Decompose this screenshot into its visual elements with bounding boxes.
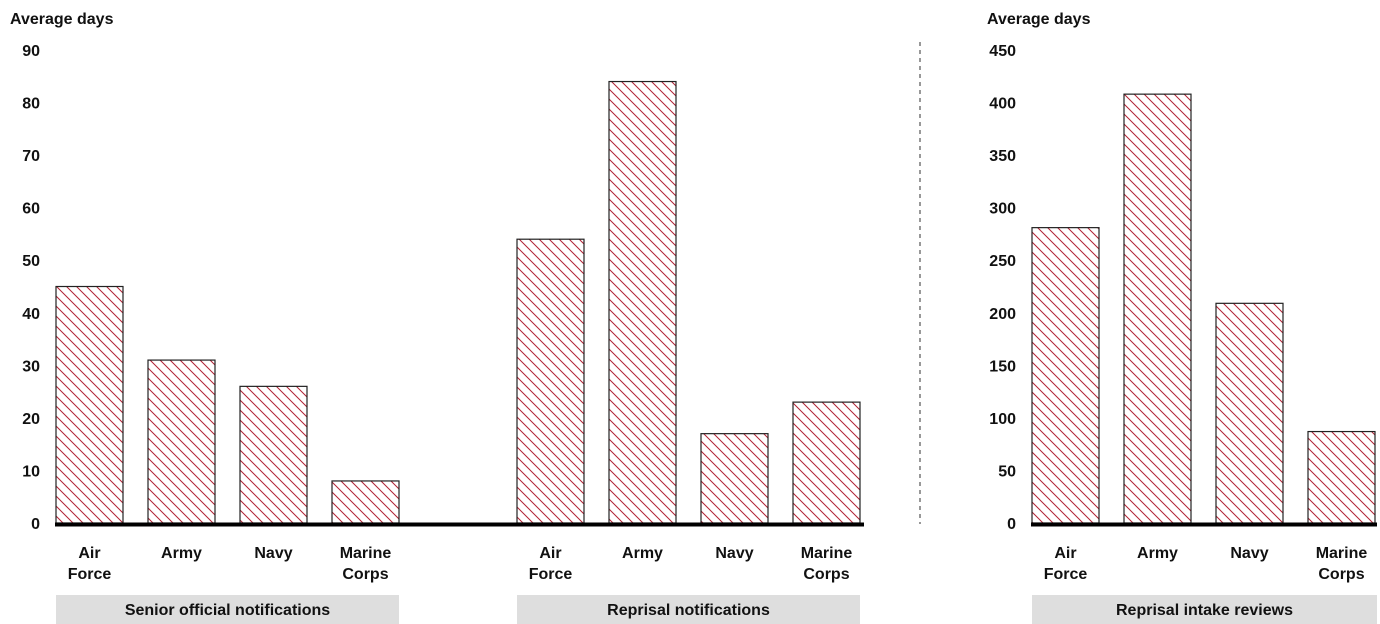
bar	[1307, 430, 1376, 524]
y-tick-label: 30	[22, 358, 40, 375]
bar	[608, 80, 677, 524]
category-label: Navy	[254, 545, 292, 562]
bar	[1031, 227, 1100, 524]
left-y-tick-labels: 0 10 20 30 40 50 60 70 80 90	[22, 43, 40, 533]
y-tick-label: 90	[22, 43, 40, 60]
category-label: Marine	[1316, 545, 1368, 562]
y-tick-label: 50	[998, 463, 1016, 480]
bar	[1123, 93, 1192, 524]
right-bars	[1031, 93, 1376, 524]
category-label: Marine	[801, 545, 853, 562]
right-chart-panel: Average days 0 50 100 150 200 250 300 350 400 450…	[987, 11, 1377, 624]
bar	[700, 433, 769, 524]
category-label: Corps	[1318, 566, 1364, 583]
category-label: Force	[1044, 566, 1088, 583]
right-group-labels: Reprisal intake reviews	[1032, 595, 1377, 624]
y-tick-label: 200	[989, 306, 1016, 323]
y-tick-label: 10	[22, 463, 40, 480]
y-tick-label: 40	[22, 306, 40, 323]
bar	[55, 285, 124, 524]
category-label: Force	[529, 566, 573, 583]
y-tick-label: 400	[989, 96, 1016, 113]
y-tick-label: 60	[22, 201, 40, 218]
group-label: Reprisal notifications	[607, 602, 770, 619]
category-label: Army	[1137, 545, 1178, 562]
y-tick-label: 300	[989, 201, 1016, 218]
group-label: Reprisal intake reviews	[1116, 602, 1293, 619]
left-bars	[55, 80, 861, 524]
category-label: Force	[68, 566, 112, 583]
y-tick-label: 0	[31, 516, 40, 533]
group-label: Senior official notifications	[125, 602, 330, 619]
y-tick-label: 100	[989, 411, 1016, 428]
y-tick-label: 450	[989, 43, 1016, 60]
left-y-axis-label: Average days	[10, 11, 114, 28]
category-label: Marine	[340, 545, 392, 562]
y-tick-label: 20	[22, 411, 40, 428]
bar	[1215, 302, 1284, 524]
right-y-tick-labels: 0 50 100 150 200 250 300 350 400 450	[989, 43, 1016, 533]
category-label: Air	[78, 545, 100, 562]
y-tick-label: 350	[989, 148, 1016, 165]
right-y-axis-label: Average days	[987, 11, 1091, 28]
category-label: Navy	[1230, 545, 1268, 562]
right-category-labels: Air Force Army Navy Marine Corps	[1044, 545, 1368, 583]
bar	[792, 401, 861, 524]
y-tick-label: 70	[22, 148, 40, 165]
category-label: Air	[539, 545, 561, 562]
category-label: Corps	[803, 566, 849, 583]
y-tick-label: 250	[989, 253, 1016, 270]
y-tick-label: 0	[1007, 516, 1016, 533]
bar	[331, 480, 400, 524]
bar	[516, 238, 585, 524]
left-chart-panel: Average days 0 10 20 30 40 50 60 70 80 90 Air Forc…	[10, 11, 864, 624]
group-label-band	[517, 595, 860, 624]
y-tick-label: 80	[22, 96, 40, 113]
y-tick-label: 150	[989, 358, 1016, 375]
category-label: Air	[1054, 545, 1076, 562]
category-label: Army	[622, 545, 663, 562]
category-label: Corps	[342, 566, 388, 583]
category-label: Navy	[715, 545, 753, 562]
y-tick-label: 50	[22, 253, 40, 270]
category-label: Army	[161, 545, 202, 562]
bar	[147, 359, 216, 524]
left-category-labels: Air Force Army Navy Marine Corps Air Force Army N…	[68, 545, 853, 583]
bar	[239, 385, 308, 524]
left-group-labels: Senior official notifications Reprisal no…	[56, 595, 860, 624]
group-label-band	[56, 595, 399, 624]
group-label-band	[1032, 595, 1377, 624]
